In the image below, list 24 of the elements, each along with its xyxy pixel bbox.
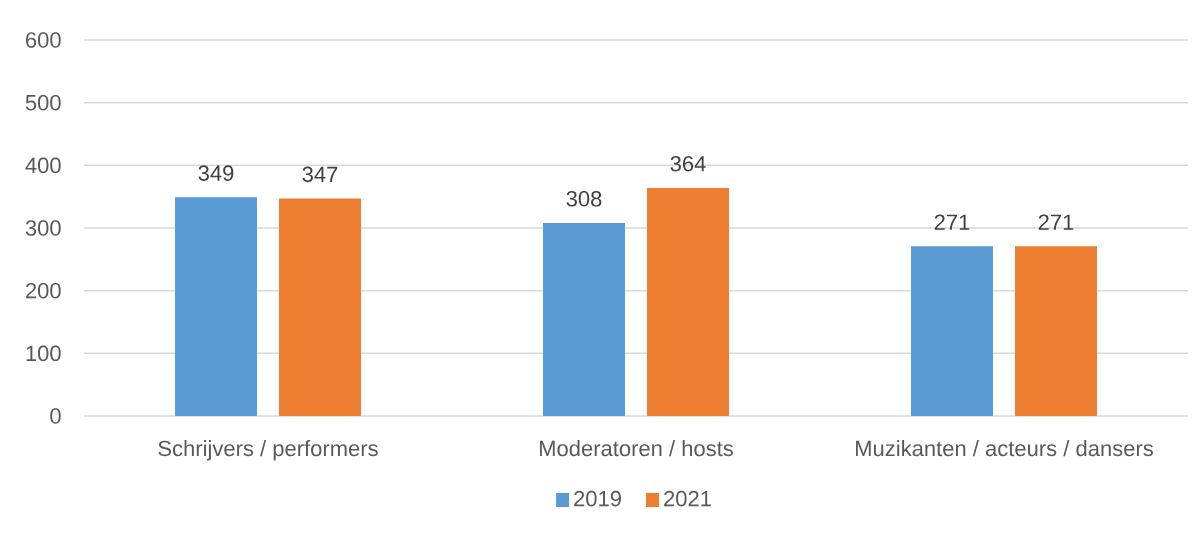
legend-label: 2019 xyxy=(574,490,621,507)
y-tick-label: 0 xyxy=(50,408,61,424)
data-label: 308 xyxy=(566,191,602,207)
x-tick-label: Moderatoren / hosts xyxy=(540,440,733,457)
data-label: 347 xyxy=(302,166,338,183)
bar xyxy=(543,222,625,416)
x-tick-label: Schrijvers / performers xyxy=(158,440,378,461)
bar xyxy=(175,197,258,416)
y-tick-label: 200 xyxy=(26,282,61,299)
bar xyxy=(279,198,362,416)
bar xyxy=(1015,246,1097,416)
data-label: 364 xyxy=(670,155,706,172)
x-tick-label: Muzikanten / acteurs / dansers xyxy=(856,440,1153,457)
y-tick-label: 500 xyxy=(25,94,61,111)
y-tick-label: 400 xyxy=(25,157,61,174)
y-tick-label: 600 xyxy=(26,32,61,48)
data-label: 349 xyxy=(198,165,234,181)
data-label: 271 xyxy=(1038,214,1074,230)
bar xyxy=(911,246,994,416)
data-label: 271 xyxy=(934,214,970,230)
y-tick-label: 300 xyxy=(25,220,61,236)
y-tick-label: 100 xyxy=(26,345,61,362)
legend-label: 2021 xyxy=(664,490,711,507)
bar xyxy=(647,187,730,416)
